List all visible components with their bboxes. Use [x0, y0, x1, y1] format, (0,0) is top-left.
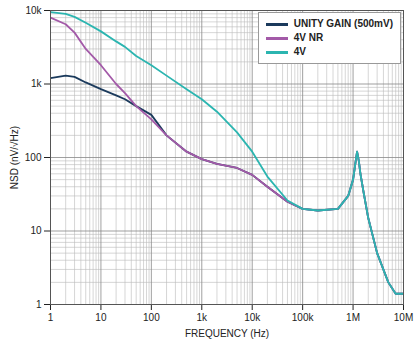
- svg-text:1: 1: [36, 299, 42, 310]
- svg-text:1: 1: [48, 312, 54, 323]
- svg-text:10k: 10k: [244, 312, 261, 323]
- svg-text:10: 10: [95, 312, 107, 323]
- svg-text:NSD (nV/√Hz): NSD (nV/√Hz): [9, 126, 20, 189]
- svg-text:1M: 1M: [346, 312, 360, 323]
- svg-text:10k: 10k: [25, 5, 42, 16]
- svg-text:100k: 100k: [292, 312, 315, 323]
- html-text:4V: 4V: [293, 46, 306, 57]
- svg-text:1k: 1k: [197, 312, 209, 323]
- svg-text:FREQUENCY (Hz): FREQUENCY (Hz): [185, 328, 269, 339]
- svg-text:100: 100: [143, 312, 160, 323]
- html-text:UNITY GAIN (500mV): UNITY GAIN (500mV): [293, 18, 393, 29]
- svg-text:10M: 10M: [394, 312, 413, 323]
- svg-text:1k: 1k: [31, 78, 43, 89]
- svg-text:100: 100: [25, 152, 42, 163]
- html-text:4V NR: 4V NR: [293, 32, 324, 43]
- svg-text:10: 10: [30, 225, 42, 236]
